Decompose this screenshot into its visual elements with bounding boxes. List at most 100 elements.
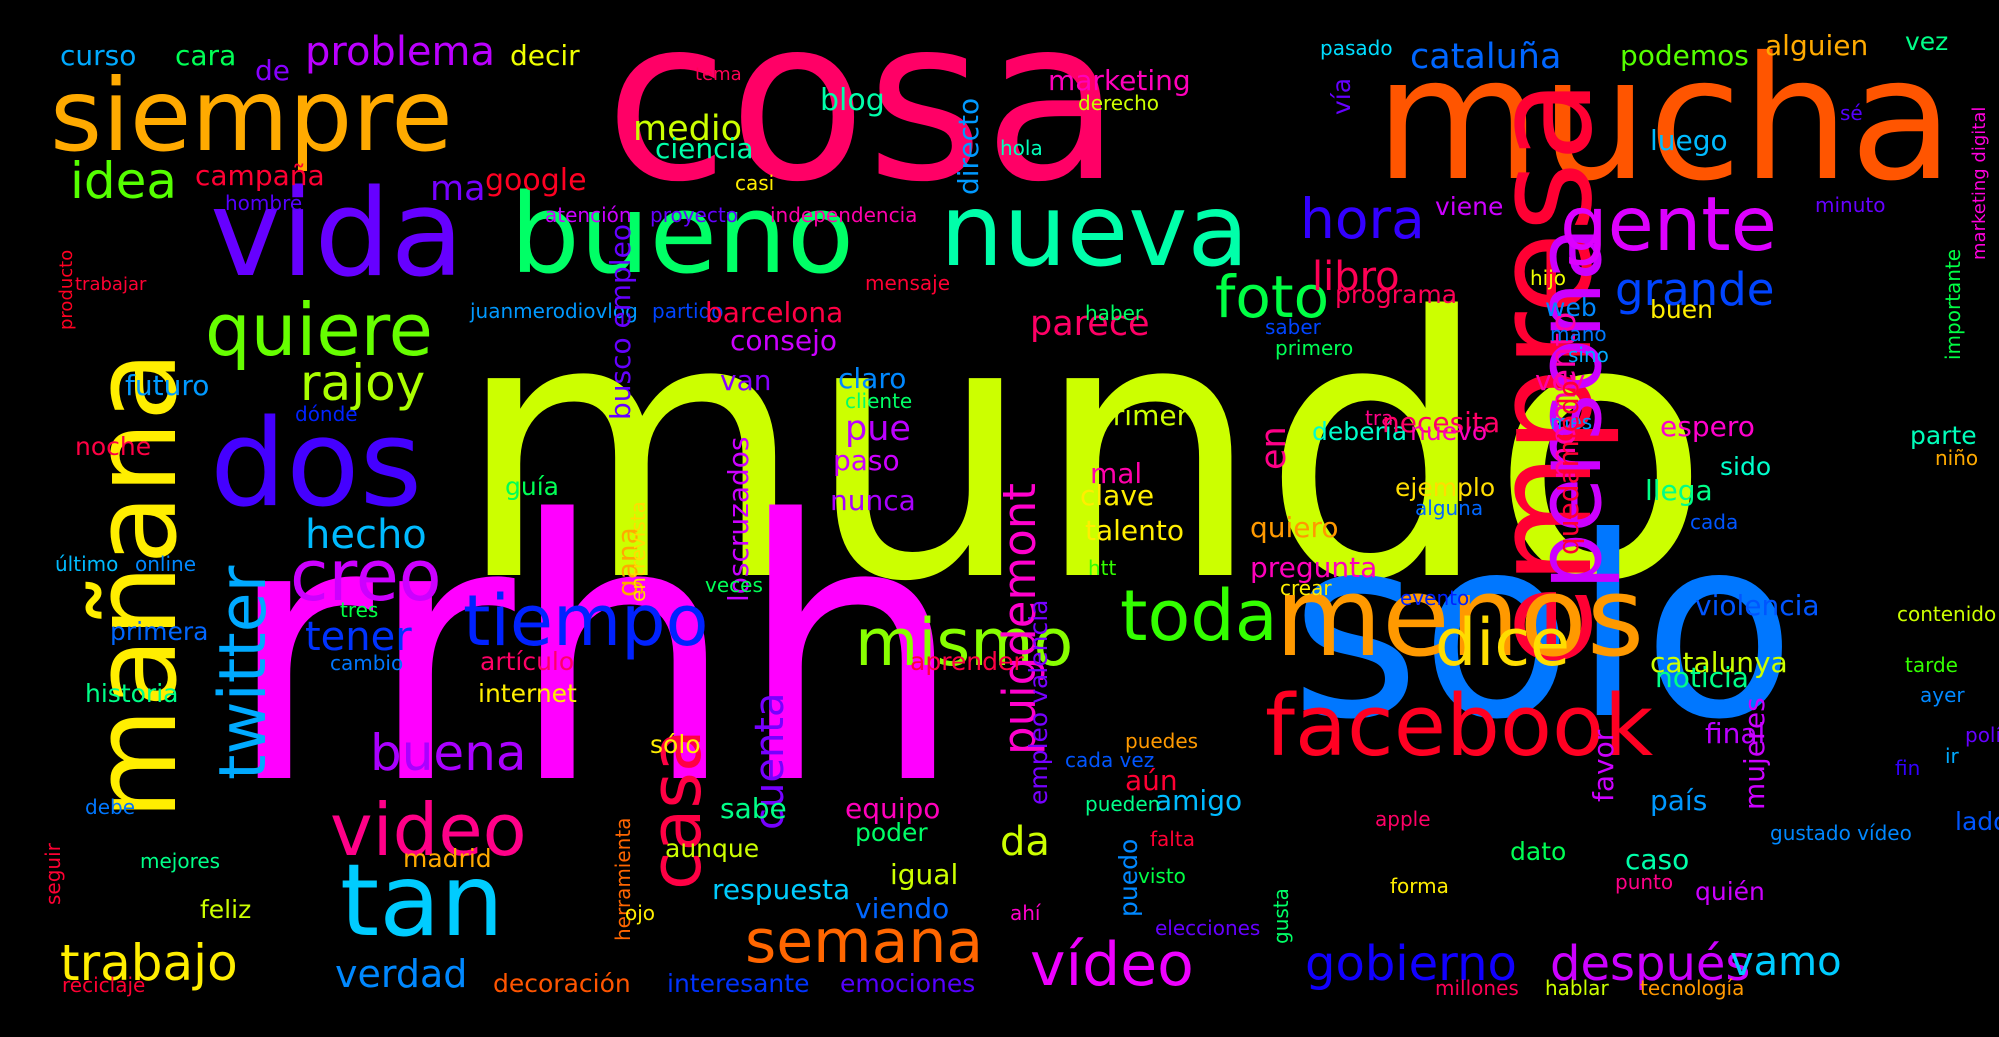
word-claro: claro: [838, 362, 906, 395]
word-quiere: quiere: [205, 288, 433, 372]
word-en: en: [1254, 426, 1294, 470]
word-busco-empleo: busco empleo: [604, 224, 637, 420]
word-loscruzados: loscruzados: [722, 437, 755, 603]
word-cada: cada: [1690, 510, 1738, 534]
word-nuevo: nuevo: [1410, 417, 1487, 446]
word-mucha: mucha: [1375, 21, 1954, 219]
word-quedamiedo: quedamiedo: [1552, 380, 1585, 555]
word-futuro: futuro: [125, 369, 209, 402]
word-visto: visto: [1138, 864, 1186, 888]
word-espero: espero: [1660, 410, 1755, 443]
word-viene: viene: [1435, 192, 1503, 221]
word-emociones: emociones: [840, 969, 975, 998]
word-catalunya: catalunya: [1650, 646, 1788, 679]
word-favor: favor: [1587, 729, 1620, 802]
word-curso: curso: [60, 39, 136, 72]
word-sabe: sabe: [720, 792, 787, 825]
word-empleo-valencia: empleo valencia: [1024, 600, 1053, 805]
word-debe: debe: [85, 795, 135, 819]
word-noche: noche: [75, 432, 151, 461]
word-clave: clave: [1080, 479, 1154, 512]
word-saber: saber: [1265, 315, 1322, 339]
word-llega: llega: [1645, 474, 1713, 507]
word-vida: vida: [210, 165, 464, 304]
word-marketing-digital: marketing digital: [1969, 107, 1990, 260]
word-alguna: alguna: [1415, 496, 1483, 520]
word-mañana: mañana: [69, 351, 203, 820]
word-tarde: tarde: [1905, 653, 1958, 677]
word-bueno: bueno: [510, 170, 854, 298]
word-cosa: cosa: [605, 0, 1121, 232]
word-equipo: equipo: [845, 792, 940, 825]
word-ayer: ayer: [1920, 683, 1965, 707]
word-aunque: aunque: [665, 834, 759, 863]
word-tra: tra: [1365, 406, 1393, 430]
word-cambio: cambio: [330, 651, 403, 675]
word-decoración: decoración: [493, 969, 631, 998]
word-solo: solo: [1290, 483, 1796, 774]
word-momento: momento: [1544, 312, 1584, 480]
word-vez: vez: [1905, 27, 1948, 56]
word-hecho: hecho: [305, 512, 427, 558]
word-trabajo: trabajo: [60, 934, 238, 992]
word-contenido: contenido: [1897, 602, 1996, 626]
word-nueva: nueva: [940, 172, 1249, 289]
word-ir: ir: [1945, 744, 1960, 768]
word-paso: paso: [833, 444, 900, 477]
word-ahí: ahí: [1010, 901, 1042, 925]
word-verdad: verdad: [335, 952, 467, 996]
word-mundo: mundo: [455, 241, 1711, 660]
word-niño: niño: [1935, 446, 1978, 470]
word-voy: voy: [1535, 364, 1585, 397]
word-reciclaje: reciclaje: [62, 973, 145, 997]
word-quiero: quiero: [1250, 511, 1339, 544]
word-final: final: [1705, 717, 1765, 750]
word-semana: semana: [745, 907, 983, 977]
word-dato: dato: [1510, 837, 1566, 866]
word-sino: sino: [1568, 343, 1609, 367]
word-mes: mes: [1550, 410, 1592, 434]
word-mano: mano: [1550, 322, 1607, 346]
word-minuto: minuto: [1815, 193, 1885, 217]
word-mujeres: mujeres: [1738, 697, 1771, 810]
word-importante: importante: [1941, 249, 1965, 360]
word-podemos: podemos: [1620, 39, 1749, 72]
word-mal: mal: [1090, 457, 1142, 490]
word-talento: talento: [1085, 514, 1184, 547]
word-directo: directo: [952, 98, 985, 195]
word-fin: fin: [1895, 756, 1920, 780]
word-de: de: [255, 54, 290, 87]
word-puedo: puedo: [1114, 839, 1143, 917]
word-evento: evento: [1400, 586, 1469, 610]
word-marketing: marketing: [1048, 64, 1191, 97]
word-artículo: artículo: [480, 647, 574, 676]
word-buena: buena: [370, 724, 527, 782]
word-persona: persona: [1517, 226, 1622, 590]
word-ma: ma: [430, 169, 486, 209]
word-foto: foto: [1215, 263, 1329, 331]
word-último: último: [55, 552, 118, 576]
word-feliz: feliz: [200, 895, 251, 924]
word-respuesta: respuesta: [712, 873, 850, 906]
word-hola: hola: [1000, 136, 1043, 160]
word-medio: medio: [633, 109, 742, 149]
word-ciencia: ciencia: [655, 132, 753, 165]
word-barcelona: barcelona: [705, 296, 843, 329]
word-google: google: [485, 163, 587, 198]
word-haber: haber: [1085, 301, 1144, 325]
word-cuenta: cuenta: [747, 693, 793, 831]
word-cataluña: cataluña: [1410, 37, 1561, 77]
word-apple: apple: [1375, 807, 1431, 831]
word-noticia: noticia: [1655, 661, 1749, 694]
word-vía: vía: [1327, 78, 1356, 115]
word-siempre: siempre: [50, 57, 453, 174]
word-gana: gana: [611, 527, 644, 597]
word-proyecto: proyecto: [650, 203, 738, 227]
word-parte: parte: [1910, 421, 1977, 450]
word-pregunta: pregunta: [1250, 551, 1377, 584]
word-facebook: facebook: [1265, 677, 1653, 776]
word-caso: caso: [1625, 843, 1689, 876]
word-empresa: empresa: [1465, 79, 1622, 668]
word-problema: problema: [305, 29, 495, 75]
